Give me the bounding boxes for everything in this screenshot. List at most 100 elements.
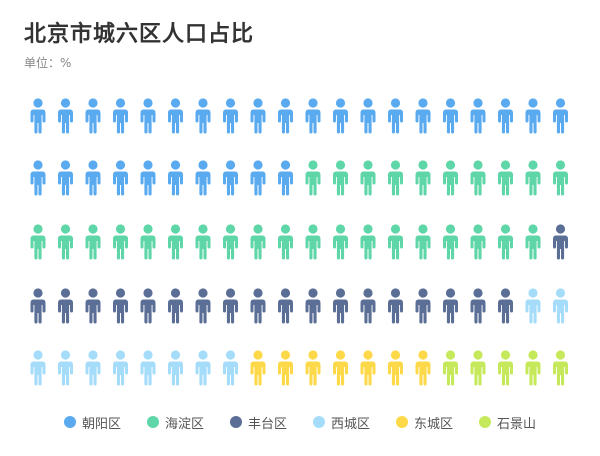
person-icon [498, 160, 513, 196]
unit-label: 单位：% [24, 56, 72, 70]
person-icon [415, 288, 431, 324]
person-icon [360, 160, 376, 196]
person-icon [223, 160, 238, 196]
person-icon [58, 98, 73, 134]
person-icon [250, 224, 266, 260]
person-icon [58, 160, 73, 196]
person-icon [223, 288, 238, 324]
person-icon [388, 98, 403, 134]
legend-item[interactable]: 朝阳区 [63, 413, 121, 432]
person-icon [85, 350, 101, 386]
person-icon [195, 160, 211, 196]
legend-color-dot [479, 416, 492, 428]
person-icon [443, 160, 458, 196]
chart-title: 北京市城六区人口占比 [24, 22, 255, 47]
person-icon [498, 288, 513, 324]
person-icon [525, 224, 541, 260]
person-icon [223, 224, 238, 260]
person-icon [278, 288, 293, 324]
person-icon [498, 350, 513, 386]
person-icon [525, 160, 541, 196]
person-icon [58, 350, 73, 386]
person-icon [553, 160, 568, 196]
person-icon [525, 288, 541, 324]
person-icon [140, 160, 156, 196]
person-icon [360, 224, 376, 260]
person-icon [470, 288, 486, 324]
person-icon [333, 350, 348, 386]
person-icon [443, 98, 458, 134]
legend-color-dot [313, 416, 325, 428]
person-icon [388, 288, 403, 324]
person-icon [553, 224, 568, 260]
legend-color-dot [63, 416, 76, 428]
person-icon [58, 224, 73, 260]
person-icon [223, 350, 238, 386]
person-icon [168, 98, 183, 134]
person-icon [30, 350, 46, 386]
person-icon [140, 98, 156, 134]
person-icon [525, 98, 541, 134]
person-icon [470, 350, 486, 386]
person-icon [388, 224, 403, 260]
person-icon [443, 350, 458, 386]
legend-color-dot [396, 416, 409, 428]
person-icon [415, 224, 431, 260]
person-icon [498, 98, 513, 134]
person-icon [470, 160, 486, 196]
person-icon [58, 288, 73, 324]
person-icon [195, 98, 211, 134]
person-icon [278, 224, 293, 260]
person-icon [85, 98, 101, 134]
person-icon [250, 98, 266, 134]
person-icon [113, 350, 128, 386]
person-icon [30, 160, 46, 196]
legend-label: 丰台区 [247, 416, 287, 432]
person-icon [498, 224, 513, 260]
person-icon [113, 224, 128, 260]
legend-item[interactable]: 东城区 [396, 413, 453, 432]
legend: 朝阳区 海淀区 丰台区 西城区 东城区 石景山 [0, 410, 600, 434]
person-icon [278, 350, 293, 386]
person-icon [168, 160, 183, 196]
person-icon [470, 224, 486, 260]
person-icon [140, 350, 156, 386]
person-icon [360, 350, 376, 386]
person-icon [85, 160, 101, 196]
person-icon [278, 160, 293, 196]
person-icon [305, 288, 321, 324]
person-icon [305, 160, 321, 196]
person-icon [333, 98, 348, 134]
person-icon [195, 224, 211, 260]
legend-item[interactable]: 丰台区 [229, 413, 287, 432]
person-icon [223, 98, 238, 134]
person-icon [30, 98, 46, 134]
person-icon [278, 98, 293, 134]
person-icon [250, 350, 266, 386]
person-icon [553, 288, 568, 324]
person-icon [415, 350, 431, 386]
legend-item[interactable]: 西城区 [313, 413, 370, 432]
legend-color-dot [146, 416, 159, 428]
person-icon [525, 350, 541, 386]
person-icon [113, 160, 128, 196]
person-icon [388, 160, 403, 196]
person-icon [113, 98, 128, 134]
person-icon [305, 224, 321, 260]
legend-label: 东城区 [414, 416, 454, 432]
legend-label: 朝阳区 [81, 416, 121, 432]
person-icon [168, 288, 183, 324]
person-icon [333, 288, 348, 324]
person-icon [415, 98, 431, 134]
person-icon [443, 288, 458, 324]
legend-item[interactable]: 海淀区 [146, 413, 204, 432]
person-icon [250, 288, 266, 324]
person-icon [140, 288, 156, 324]
person-icon [85, 224, 101, 260]
person-icon [360, 98, 376, 134]
legend-item[interactable]: 石景山 [479, 413, 536, 432]
person-icon [168, 224, 183, 260]
person-icon [305, 98, 321, 134]
pictogram-grid [30, 98, 568, 386]
person-icon [30, 288, 46, 324]
